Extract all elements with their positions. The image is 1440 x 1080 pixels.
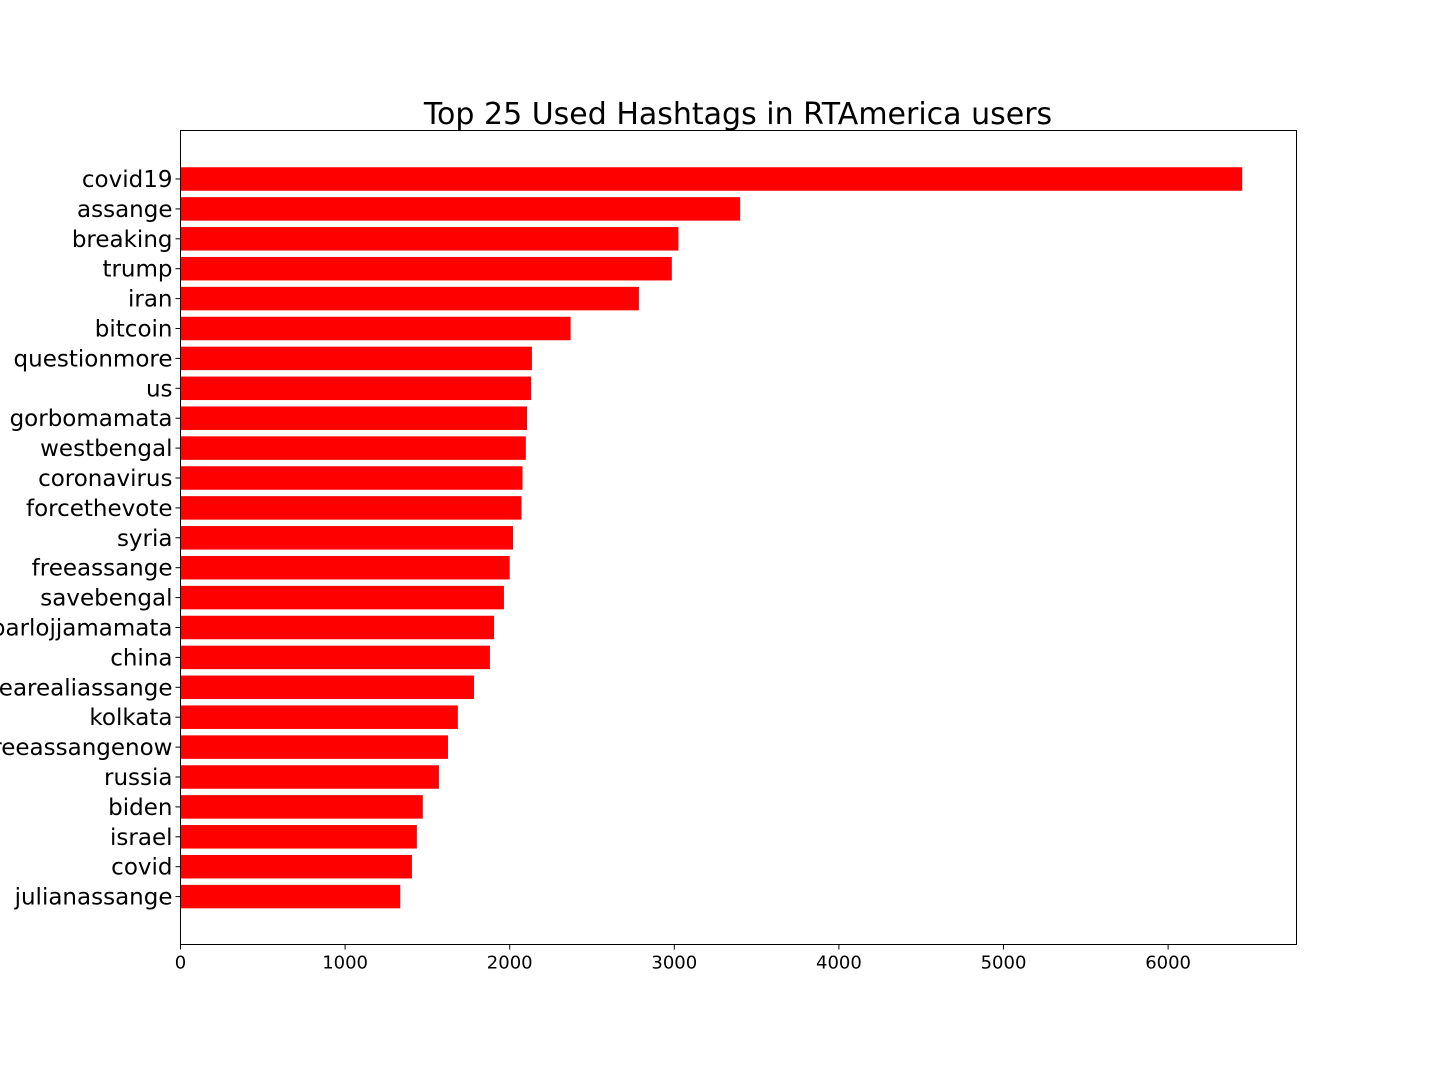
bar-forcethevote	[180, 496, 522, 520]
category-label-julianassange: julianassange	[14, 885, 173, 911]
bar-bitcoin	[180, 316, 571, 341]
x-axis: 0 1000 2000 3000 4000 5000 6000	[175, 944, 1191, 974]
category-label-assange: assange	[77, 197, 172, 223]
category-label-wearealiassange: wearealiassange	[0, 675, 173, 701]
bar-freeassange	[180, 555, 510, 580]
bar-syria	[180, 526, 513, 550]
bar-assange	[180, 197, 741, 221]
bar-freeassangenow	[180, 735, 448, 759]
category-label-freeassange: freeassange	[32, 556, 173, 582]
bar-coronavirus	[180, 466, 523, 490]
bar-questionmore	[180, 346, 532, 371]
bar-julianassange	[180, 884, 401, 909]
category-label-covid: covid	[111, 855, 172, 881]
bar-china	[180, 645, 490, 670]
category-label-israel: israel	[110, 825, 172, 851]
plot-frame	[180, 130, 1297, 945]
category-label-china: china	[110, 645, 172, 671]
category-label-barlojjamamata: barlojjamamata	[0, 616, 173, 642]
category-label-freeassangenow: freeassangenow	[0, 735, 173, 761]
bar-savebengal	[180, 585, 504, 610]
bar-russia	[180, 765, 439, 789]
bars-group	[180, 167, 1243, 909]
category-label-russia: russia	[104, 765, 172, 791]
x-tick-label-4000: 4000	[816, 953, 862, 974]
bar-gorbomamata	[180, 406, 527, 430]
x-tick-label-0: 0	[175, 953, 186, 974]
category-label-iran: iran	[128, 287, 173, 313]
bar-covid19	[180, 167, 1243, 191]
bar-us	[180, 376, 532, 401]
category-label-kolkata: kolkata	[89, 705, 172, 731]
category-label-westbengal: westbengal	[40, 436, 172, 462]
category-label-biden: biden	[108, 795, 172, 821]
category-label-savebengal: savebengal	[40, 586, 172, 612]
chart-title: Top 25 Used Hashtags in RTAmerica users	[423, 97, 1052, 132]
category-label-coronavirus: coronavirus	[38, 466, 172, 492]
x-tick-label-5000: 5000	[981, 953, 1027, 974]
category-label-bitcoin: bitcoin	[95, 317, 173, 343]
x-tick-label-2000: 2000	[487, 953, 533, 974]
category-label-trump: trump	[102, 257, 172, 283]
bar-wearealiassange	[180, 675, 474, 700]
category-label-gorbomamata: gorbomamata	[10, 406, 173, 432]
x-tick-label-6000: 6000	[1145, 953, 1191, 974]
x-tick-label-1000: 1000	[322, 953, 368, 974]
x-tick-label-3000: 3000	[651, 953, 697, 974]
bar-kolkata	[180, 705, 458, 729]
category-label-breaking: breaking	[72, 227, 173, 253]
bar-trump	[180, 256, 672, 281]
category-label-us: us	[146, 376, 173, 402]
bar-breaking	[180, 227, 679, 251]
bar-westbengal	[180, 436, 526, 460]
category-label-forcethevote: forcethevote	[26, 496, 173, 522]
bar-iran	[180, 286, 639, 311]
bar-biden	[180, 795, 423, 819]
category-label-syria: syria	[117, 526, 173, 552]
category-label-questionmore: questionmore	[14, 346, 173, 372]
bar-covid	[180, 854, 412, 879]
category-label-covid19: covid19	[82, 167, 173, 193]
bar-barlojjamamata	[180, 615, 495, 640]
bar-israel	[180, 825, 417, 849]
category-labels-group: covid19 assange breaking trump iran bitcoin qu…	[0, 167, 181, 911]
